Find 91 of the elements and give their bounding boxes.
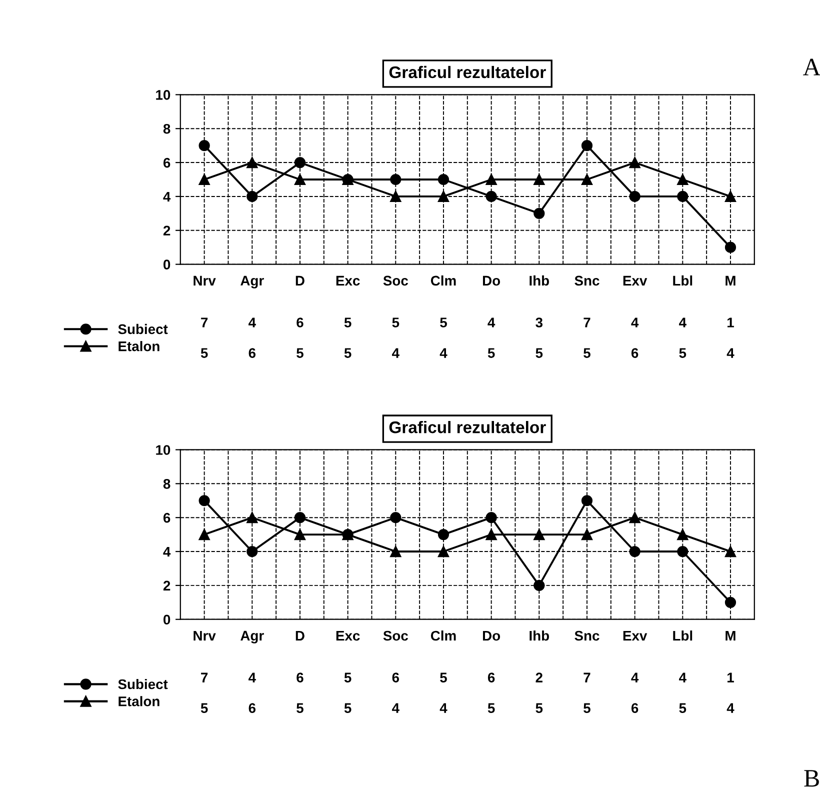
data-label: 5 bbox=[344, 672, 352, 682]
legend-label: Subiect bbox=[118, 678, 168, 690]
data-label: 7 bbox=[201, 318, 208, 328]
data-label: 7 bbox=[584, 672, 590, 682]
x-tick-label: Snc bbox=[574, 630, 600, 641]
x-tick-label: M bbox=[726, 630, 736, 641]
x-tick-label: Do bbox=[482, 630, 500, 641]
data-label: 4 bbox=[248, 318, 256, 328]
data-label: 5 bbox=[344, 348, 352, 358]
legend-label: Subiect bbox=[118, 324, 168, 334]
data-label: 6 bbox=[631, 348, 638, 358]
data-label: 4 bbox=[392, 348, 400, 358]
y-tick-label: 0 bbox=[164, 614, 170, 625]
data-label: 5 bbox=[679, 348, 686, 358]
data-label: 6 bbox=[296, 672, 304, 682]
data-label: 6 bbox=[248, 348, 256, 358]
y-tick-label: 8 bbox=[163, 124, 170, 134]
data-label: 4 bbox=[440, 703, 448, 713]
data-label: 5 bbox=[392, 318, 400, 328]
data-label: 4 bbox=[631, 672, 639, 682]
chart-title: Graficul rezultatelor bbox=[389, 420, 546, 434]
data-label: 3 bbox=[536, 318, 543, 328]
y-tick-label: 10 bbox=[156, 445, 170, 455]
x-tick-label: M bbox=[726, 276, 736, 286]
y-tick-label: 2 bbox=[163, 580, 170, 590]
data-label: 7 bbox=[584, 318, 590, 328]
data-label: 4 bbox=[488, 318, 496, 328]
data-label: 4 bbox=[392, 703, 400, 713]
y-tick-label: 0 bbox=[164, 260, 170, 270]
data-label: 1 bbox=[727, 672, 734, 682]
data-label: 5 bbox=[344, 703, 352, 713]
data-label: 5 bbox=[536, 703, 543, 713]
y-tick-label: 4 bbox=[163, 546, 171, 557]
data-label: 5 bbox=[296, 348, 304, 358]
x-tick-label: Lbl bbox=[673, 275, 692, 286]
y-tick-label: 6 bbox=[163, 512, 170, 523]
x-tick-label: Clm bbox=[430, 630, 456, 641]
data-label: 5 bbox=[296, 703, 304, 713]
data-label: 4 bbox=[726, 348, 734, 358]
x-tick-label: Do bbox=[482, 276, 500, 286]
x-tick-label: Exc bbox=[336, 630, 360, 641]
x-tick-label: Soc bbox=[383, 276, 408, 286]
data-label: 4 bbox=[248, 672, 256, 682]
x-tick-label: D bbox=[296, 276, 304, 286]
data-label: 5 bbox=[488, 703, 495, 713]
x-tick-label: Snc bbox=[574, 276, 600, 286]
data-label: 5 bbox=[344, 318, 352, 328]
y-tick-label: 2 bbox=[163, 226, 170, 236]
x-tick-label: Soc bbox=[383, 630, 408, 641]
data-label: 6 bbox=[488, 672, 495, 682]
y-tick-label: 4 bbox=[163, 192, 171, 202]
data-label: 5 bbox=[200, 703, 208, 713]
y-tick-label: 6 bbox=[163, 158, 170, 168]
data-label: 4 bbox=[679, 318, 686, 328]
y-tick-label: 10 bbox=[156, 90, 170, 100]
x-tick-label: Exv bbox=[623, 630, 648, 641]
legend-label: Etalon bbox=[118, 341, 160, 352]
data-label: 4 bbox=[679, 672, 686, 682]
data-label: 5 bbox=[536, 348, 543, 358]
x-tick-label: Exv bbox=[623, 276, 648, 286]
data-label: 5 bbox=[440, 672, 447, 682]
data-label: 5 bbox=[584, 703, 590, 713]
data-label: 6 bbox=[392, 672, 400, 682]
data-label: 4 bbox=[631, 318, 639, 328]
x-tick-label: Agr bbox=[240, 276, 264, 288]
data-label: 5 bbox=[679, 703, 686, 713]
data-label: 5 bbox=[440, 318, 447, 328]
chart-title: Graficul rezultatelor bbox=[389, 66, 546, 78]
data-label: 5 bbox=[200, 348, 208, 358]
legend-label: Etalon bbox=[118, 696, 160, 706]
x-tick-label: Exc bbox=[336, 276, 360, 286]
x-tick-label: Lbl bbox=[673, 630, 692, 641]
data-label: 7 bbox=[201, 672, 208, 682]
x-tick-label: Nrv bbox=[194, 630, 216, 641]
data-label: 6 bbox=[296, 318, 304, 328]
data-label: 1 bbox=[727, 318, 734, 328]
data-label: 5 bbox=[488, 348, 495, 358]
data-label: 5 bbox=[584, 348, 590, 358]
data-label: 4 bbox=[726, 703, 734, 713]
x-tick-label: D bbox=[296, 630, 304, 641]
y-tick-label: 8 bbox=[163, 478, 170, 489]
data-label: 6 bbox=[248, 703, 256, 713]
data-label: 2 bbox=[536, 672, 542, 682]
x-tick-label: Nrv bbox=[194, 276, 216, 286]
x-tick-label: Clm bbox=[430, 275, 456, 286]
data-label: 6 bbox=[631, 703, 638, 713]
x-tick-label: Agr bbox=[240, 630, 264, 644]
data-label: 4 bbox=[440, 348, 448, 358]
x-tick-label: Ihb bbox=[530, 630, 549, 641]
x-tick-label: Ihb bbox=[530, 275, 549, 286]
text: B bbox=[804, 770, 819, 787]
